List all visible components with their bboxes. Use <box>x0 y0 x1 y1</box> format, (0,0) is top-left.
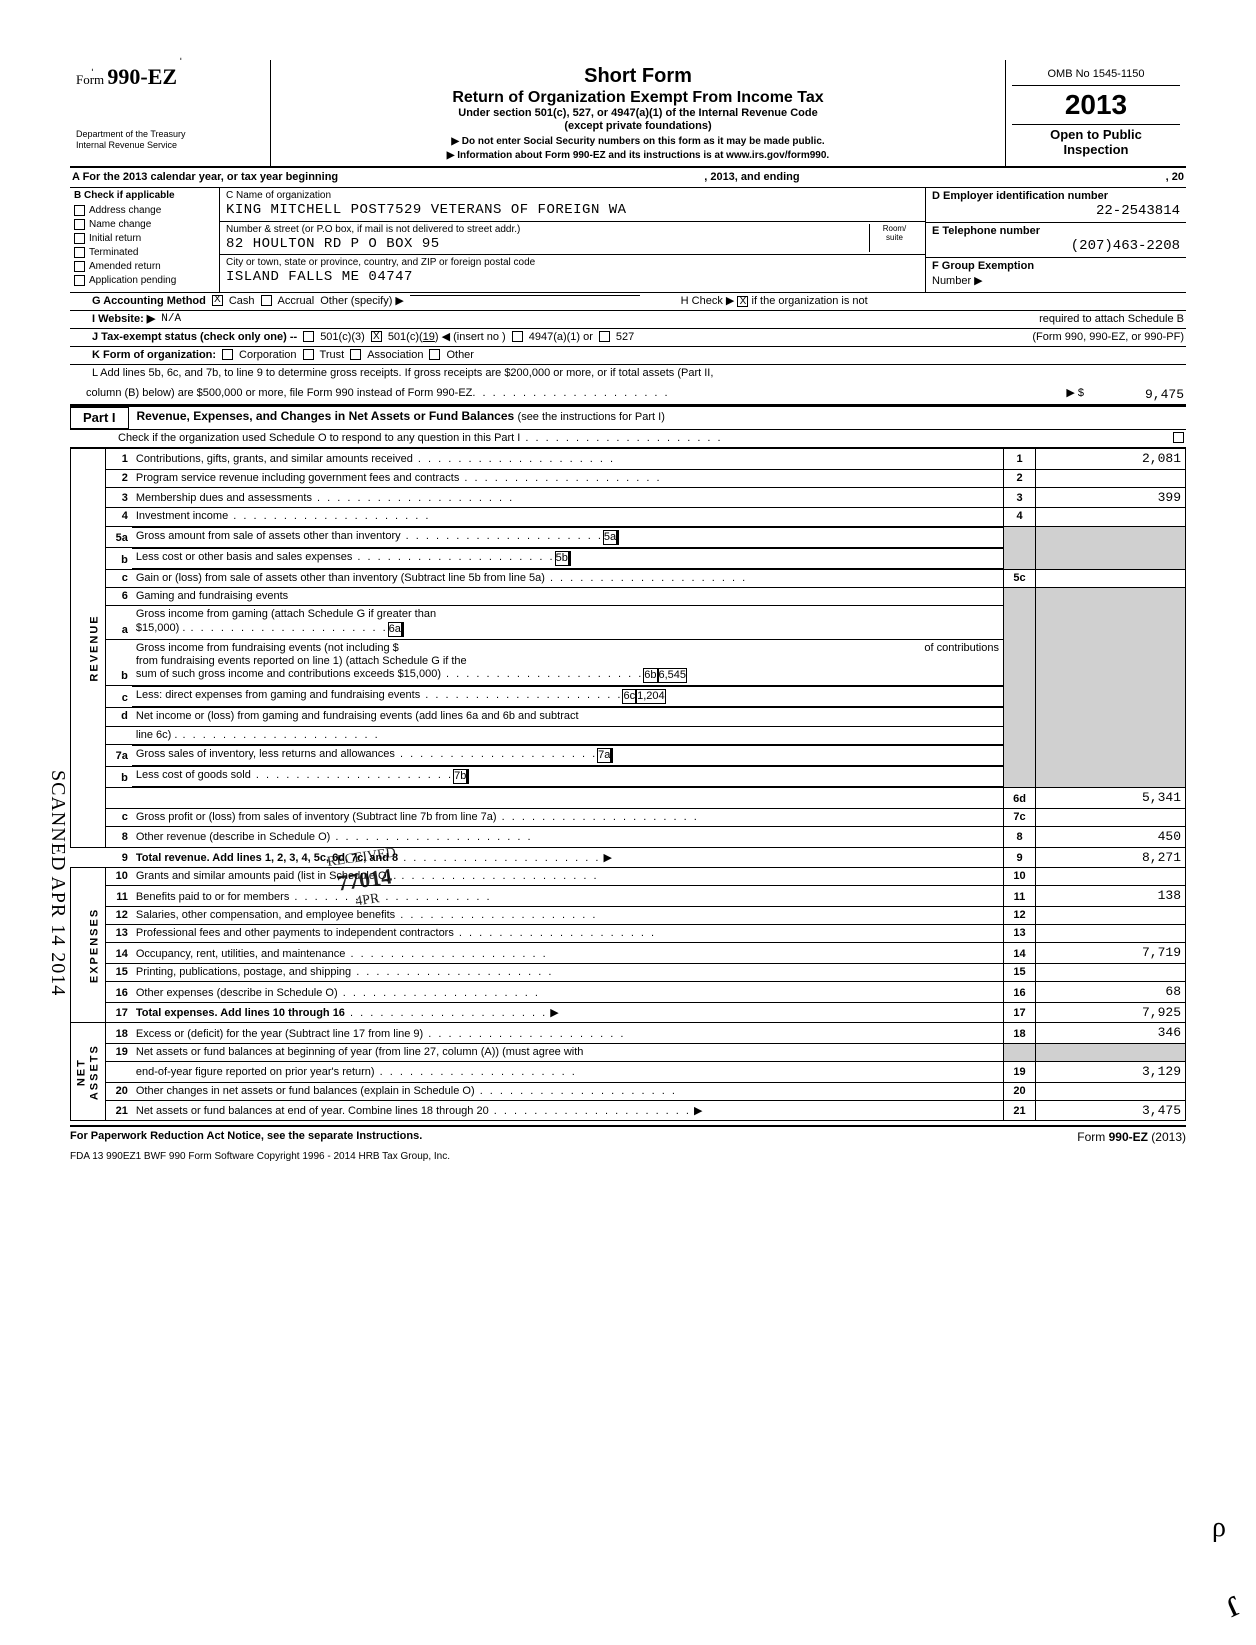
chk-name-change[interactable]: Name change <box>70 218 219 232</box>
part1-check-line: Check if the organization used Schedule … <box>70 430 1186 448</box>
line-4-amount <box>1036 508 1186 526</box>
row-i: I Website: ▶ N/A required to attach Sche… <box>70 311 1186 329</box>
chk-501c3[interactable] <box>303 331 314 342</box>
website-value: N/A <box>161 313 181 326</box>
org-street-field: Number & street (or P.O box, if mail is … <box>220 222 925 256</box>
chk-527[interactable] <box>599 331 610 342</box>
line-2-amount <box>1036 469 1186 487</box>
chk-accrual[interactable] <box>261 295 272 306</box>
net-assets-side-label: NET ASSETS <box>71 1023 106 1121</box>
chk-501c[interactable]: X <box>371 331 382 342</box>
line-21-amount: 3,475 <box>1036 1100 1186 1121</box>
line-13-amount <box>1036 925 1186 943</box>
line-10-amount <box>1036 868 1186 886</box>
line-9-amount: 8,271 <box>1036 847 1186 868</box>
department-label: Department of the Treasury Internal Reve… <box>76 128 264 151</box>
h-label: H Check ▶ X if the organization is not <box>681 295 868 308</box>
crop-marks: ˌ ˈ <box>90 55 223 72</box>
line-16-amount: 68 <box>1036 982 1186 1003</box>
software-footer: FDA 13 990EZ1 BWF 990 Form Software Copy… <box>70 1151 1186 1163</box>
line-3-amount: 399 <box>1036 487 1186 508</box>
expenses-side-label: EXPENSES <box>71 868 106 1023</box>
chk-4947[interactable] <box>512 331 523 342</box>
line-6d-amount: 5,341 <box>1036 788 1186 809</box>
ein-field: D Employer identification number 22-2543… <box>926 188 1186 223</box>
line-11-amount: 138 <box>1036 886 1186 907</box>
org-name-field: C Name of organization KING MITCHELL POS… <box>220 188 925 222</box>
line-12-amount <box>1036 906 1186 924</box>
margin-mark: ρ <box>1212 1511 1226 1545</box>
row-g-h: G Accounting Method XCash Accrual Other … <box>70 293 1186 311</box>
gross-receipts-value: 9,475 <box>1084 387 1184 403</box>
accounting-method-label: G Accounting Method <box>92 295 206 308</box>
page-footer: For Paperwork Reduction Act Notice, see … <box>70 1125 1186 1144</box>
row-a-tax-year: A For the 2013 calendar year, or tax yea… <box>70 168 1186 188</box>
row-k: K Form of organization: Corporation Trus… <box>70 347 1186 365</box>
org-city-field: City or town, state or province, country… <box>220 255 925 288</box>
short-form-label: Short Form <box>277 64 999 88</box>
line-20-amount <box>1036 1082 1186 1100</box>
info-link: ▶ Information about Form 990-EZ and its … <box>277 150 999 162</box>
chk-initial-return[interactable]: Initial return <box>70 232 219 246</box>
open-to-public: Open to Public Inspection <box>1012 125 1180 160</box>
tax-exempt-label: J Tax-exempt status (check only one) -- <box>92 331 297 344</box>
chk-trust[interactable] <box>303 349 314 360</box>
room-suite-label: Room/ suite <box>869 224 919 253</box>
chk-application-pending[interactable]: Application pending <box>70 274 219 288</box>
ssn-warning: ▶ Do not enter Social Security numbers o… <box>277 136 999 148</box>
telephone-field: E Telephone number (207)463-2208 <box>926 223 1186 258</box>
form-header: Form 990-EZ Department of the Treasury I… <box>70 60 1186 168</box>
line-8-amount: 450 <box>1036 826 1186 847</box>
chk-amended-return[interactable]: Amended return <box>70 260 219 274</box>
group-exemption-field: F Group Exemption Number ▶ <box>926 258 1186 292</box>
chk-address-change[interactable]: Address change <box>70 204 219 218</box>
row-j: J Tax-exempt status (check only one) -- … <box>70 329 1186 347</box>
h-line2: required to attach Schedule B <box>1039 313 1184 326</box>
tax-year: 2013 <box>1012 86 1180 125</box>
chk-terminated[interactable]: Terminated <box>70 246 219 260</box>
line-15-amount <box>1036 963 1186 981</box>
line-18-amount: 346 <box>1036 1023 1186 1044</box>
chk-other[interactable] <box>429 349 440 360</box>
identity-block: B Check if applicable Address change Nam… <box>70 188 1186 293</box>
chk-association[interactable] <box>350 349 361 360</box>
part1-table: REVENUE 1 Contributions, gifts, grants, … <box>70 448 1186 1121</box>
website-label: I Website: ▶ <box>92 313 155 326</box>
initials-signature: ɾ <box>1215 1578 1247 1627</box>
scanned-stamp: SCANNED APR 14 2014 <box>46 770 70 996</box>
line-5c-amount <box>1036 569 1186 587</box>
line-19-amount: 3,129 <box>1036 1062 1186 1083</box>
chk-corporation[interactable] <box>222 349 233 360</box>
form-title: Return of Organization Exempt From Incom… <box>277 88 999 107</box>
line-17-amount: 7,925 <box>1036 1002 1186 1023</box>
row-l: L Add lines 5b, 6c, and 7b, to line 9 to… <box>70 365 1186 405</box>
line-6b-amount: 6,545 <box>658 668 688 683</box>
omb-number: OMB No 1545-1150 <box>1012 64 1180 86</box>
line-14-amount: 7,719 <box>1036 943 1186 964</box>
part-1-header: Part I Revenue, Expenses, and Changes in… <box>70 405 1186 430</box>
line-7c-amount <box>1036 808 1186 826</box>
chk-schedule-b[interactable]: X <box>737 296 748 307</box>
chk-cash[interactable]: X <box>212 295 223 306</box>
chk-schedule-o-part1[interactable] <box>1173 432 1184 443</box>
line-1-amount: 2,081 <box>1036 449 1186 470</box>
section-b-checkboxes: B Check if applicable Address change Nam… <box>70 188 220 292</box>
form-paren: (except private foundations) <box>277 120 999 133</box>
form-subtitle: Under section 501(c), 527, or 4947(a)(1)… <box>277 107 999 120</box>
line-6c-amount: 1,204 <box>636 689 666 704</box>
h-line3: (Form 990, 990-EZ, or 990-PF) <box>1032 331 1184 344</box>
revenue-side-label: REVENUE <box>71 449 106 848</box>
